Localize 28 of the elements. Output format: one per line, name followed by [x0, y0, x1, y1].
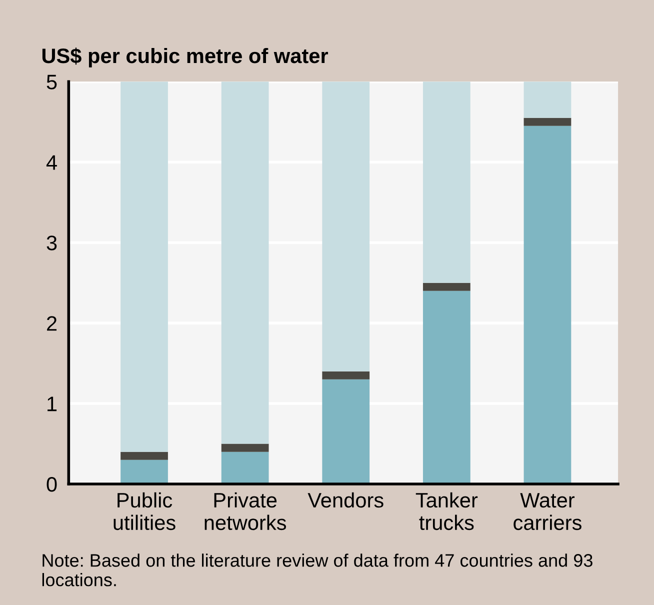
- bar: [322, 82, 370, 372]
- bar: [524, 82, 572, 118]
- bar: [120, 82, 168, 452]
- bar: [524, 126, 572, 484]
- x-tick-label: Vendors: [308, 492, 384, 508]
- bar: [322, 371, 370, 380]
- bar: [120, 460, 168, 484]
- x-tick-label: Tanker trucks: [416, 492, 478, 530]
- y-tick-label: 5: [46, 74, 57, 90]
- bar: [120, 452, 168, 460]
- y-tick-label: 4: [46, 155, 57, 170]
- x-tick-label: Water carriers: [514, 493, 582, 530]
- chart-title: US$ per cubic metre of water: [42, 48, 328, 68]
- bar: [322, 379, 370, 484]
- bar: [422, 290, 470, 484]
- bar: [221, 444, 269, 452]
- bar: [524, 118, 572, 126]
- y-tick-label: 0: [46, 477, 57, 492]
- text: Note: Based on the literature review of data from 47 countries and 93 locations.: [42, 554, 592, 586]
- x-tick-label: Private networks: [204, 492, 286, 530]
- y-tick-label: 1: [48, 396, 57, 412]
- x-tick-label: Public utilities: [114, 492, 176, 530]
- bar: [422, 82, 470, 283]
- bar: [422, 282, 470, 291]
- y-tick-label: 2: [47, 316, 57, 331]
- y-tick-label: 3: [46, 236, 57, 250]
- bar: [221, 452, 269, 484]
- bar: [221, 82, 269, 444]
